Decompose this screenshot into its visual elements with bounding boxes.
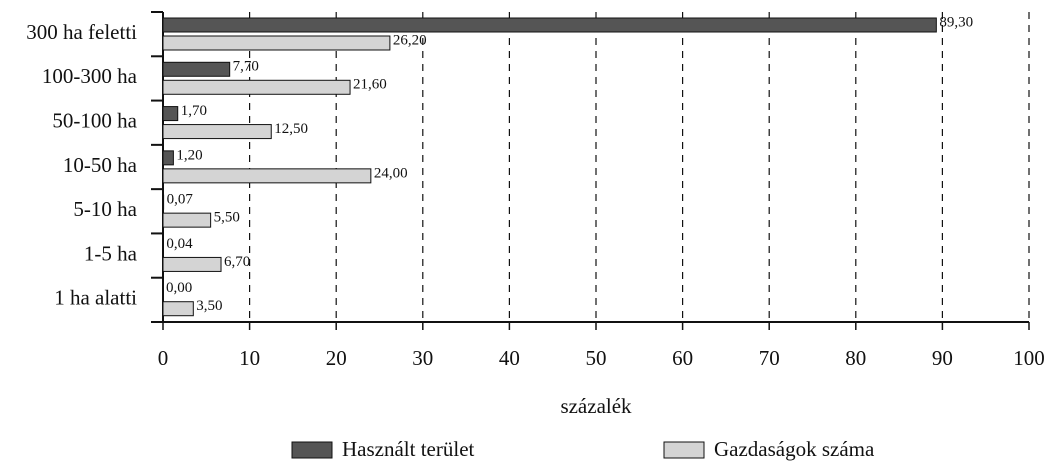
x-tick-label: 30 [412,346,433,370]
x-tick-label: 80 [845,346,866,370]
value-label: 5,50 [214,210,240,226]
bar [162,17,937,33]
x-axis-label: százalék [560,394,632,418]
x-tick-label: 60 [672,346,693,370]
legend-swatch [663,441,705,459]
value-label: 1,20 [176,147,202,163]
legend-swatch [291,441,333,459]
bar [162,79,351,95]
value-label: 0,07 [167,192,194,208]
bar [162,301,194,317]
value-label: 1,70 [181,103,207,119]
value-label: 89,30 [939,14,973,30]
x-tick-label: 10 [239,346,260,370]
bar [162,124,272,140]
legend-label: Gazdaságok száma [714,437,875,461]
x-tick-label: 20 [326,346,347,370]
value-label: 0,00 [166,280,192,296]
bar [162,35,391,51]
x-tick-label: 40 [499,346,520,370]
y-tick-label: 100-300 ha [42,64,138,88]
y-tick-label: 5-10 ha [73,197,137,221]
bar [162,168,372,184]
value-label: 12,50 [274,121,308,137]
bar [162,194,165,210]
value-label: 3,50 [196,298,222,314]
x-tick-label: 0 [158,346,169,370]
bar [162,150,174,166]
value-label: 7,70 [233,59,259,75]
y-tick-label: 1 ha alatti [54,286,137,310]
value-label: 0,04 [166,236,193,252]
value-label: 26,20 [393,32,427,48]
x-tick-label: 100 [1013,346,1045,370]
bar [162,61,231,77]
x-tick-label: 90 [932,346,953,370]
legend-label: Használt terület [342,437,475,461]
bar [162,106,179,122]
bar [162,212,212,228]
x-tick-label: 70 [759,346,780,370]
x-tick-label: 50 [586,346,607,370]
y-tick-label: 300 ha feletti [26,20,137,44]
y-tick-label: 50-100 ha [52,109,137,133]
value-label: 24,00 [374,165,408,181]
bar [162,256,222,272]
y-tick-label: 1-5 ha [84,241,138,265]
y-tick-label: 10-50 ha [63,153,138,177]
value-label: 6,70 [224,254,250,270]
value-label: 21,60 [353,77,387,93]
